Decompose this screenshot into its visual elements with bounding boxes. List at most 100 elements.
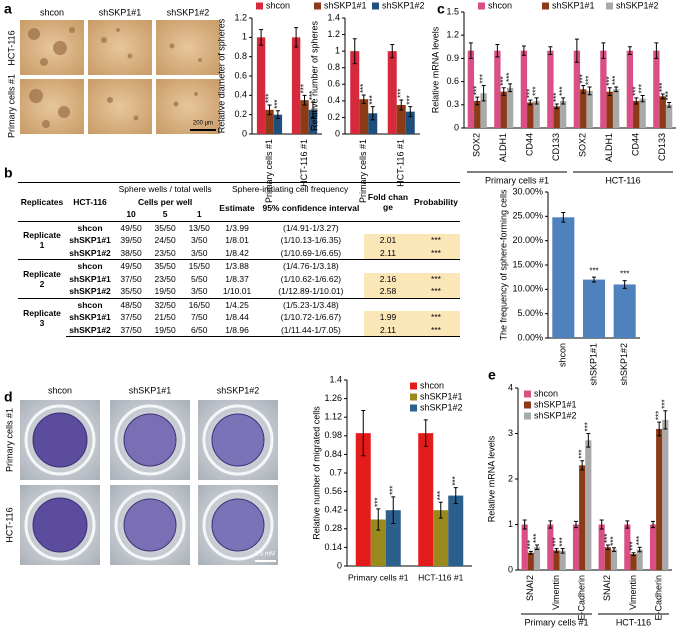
x-tick-label: Vimentin: [628, 575, 638, 610]
error-bar: [495, 43, 500, 58]
significance: ***: [552, 537, 561, 546]
error-bar: [560, 548, 565, 554]
header-cell: Cells per well: [137, 196, 193, 207]
y-tick-label: 25.00%: [512, 211, 543, 221]
table-cell: 48/50: [114, 297, 149, 311]
table-cell: 1/3.99: [216, 220, 258, 234]
header-cell: 10: [114, 208, 149, 222]
error-bar: [592, 276, 596, 283]
table-cell: 37/50: [120, 312, 142, 323]
bar: [308, 109, 318, 134]
x-tick-label: CD44: [631, 133, 641, 156]
y-tick-label: 0.98: [324, 430, 342, 440]
header-cell: HCT-116: [66, 182, 115, 221]
y-axis-label: Relative number of migrated cells: [311, 406, 321, 540]
significance: ***: [368, 95, 377, 104]
table-cell: 5/50: [190, 273, 208, 284]
bar: [418, 433, 434, 566]
error-bar: [574, 520, 579, 529]
x-tick-label: shSKP1#1: [588, 343, 598, 386]
bar: [533, 547, 541, 570]
table-cell: 39/50: [120, 235, 142, 246]
error-bar: [554, 548, 559, 553]
table-cell: 3/50: [190, 247, 208, 258]
error-bar: [631, 552, 636, 556]
table-cell: 1/8.44: [225, 312, 249, 323]
error-bar: [611, 547, 616, 552]
group-cell: shcon: [66, 297, 115, 311]
table-cell: (1/12.89-1/10.01): [278, 286, 344, 297]
bar: [639, 98, 646, 128]
significance: ***: [631, 86, 640, 95]
bar: [579, 465, 586, 570]
significance: ***: [609, 536, 618, 545]
y-axis-label: The frequency of sphere-forming cells: [498, 189, 508, 341]
panel-label: d: [4, 389, 13, 405]
bar: [586, 90, 593, 128]
header-cell: 1: [182, 208, 217, 222]
column-label: shcon: [40, 7, 64, 17]
empty-cell: [364, 297, 412, 311]
y-tick-label: 0: [337, 560, 342, 570]
bar: [494, 50, 501, 128]
bar: [633, 100, 640, 128]
table-cell: 1/10.01: [222, 286, 252, 297]
empty-cell: [364, 259, 412, 273]
error-bar: [481, 84, 486, 102]
x-tick-label: HCT-116 #1: [396, 139, 406, 187]
error-bar: [259, 29, 264, 46]
table-row: Replicate 1 shcon 49/50 35/50 13/50 1/3.99 (1/…: [18, 220, 460, 260]
significance: ***: [526, 540, 535, 549]
group-cell: shSKP1#1: [69, 312, 111, 323]
y-tick-label: 0.14: [324, 542, 342, 552]
error-bar: [361, 94, 366, 104]
y-tick-label: 0.4: [327, 95, 340, 105]
bar: [396, 105, 406, 134]
bar: [559, 100, 567, 128]
column-label: shSKP1#1: [129, 385, 172, 395]
error-bar: [438, 501, 443, 519]
y-tick-label: 0: [335, 128, 340, 138]
error-bar: [522, 519, 527, 530]
empty-cell: [412, 259, 460, 273]
legend-label: shSKP1#1: [420, 391, 463, 401]
significance: ***: [605, 76, 614, 85]
significance: ***: [373, 498, 382, 507]
y-tick-label: 15.00%: [512, 259, 543, 269]
bar: [506, 87, 514, 128]
significance: ***: [589, 266, 598, 275]
table-row: shSKP1#2 35/50 19/50 3/50 1/10.01 (1/12.89-1/…: [18, 285, 460, 298]
table-cell: (1/11.44-1/7.05): [257, 323, 364, 337]
bar: [547, 524, 554, 570]
y-tick-label: 0.6: [446, 76, 459, 86]
bar: [467, 50, 475, 128]
y-tick-label: 1.4: [327, 12, 340, 22]
significance: ***: [499, 76, 508, 85]
table: Replicates HCT-116 Sphere wells / total …: [18, 182, 460, 337]
y-tick-label: 4: [508, 382, 513, 392]
table-cell: (1/4.76-1/3.18): [257, 259, 364, 273]
error-bar: [614, 86, 619, 93]
significance: ***: [505, 73, 514, 82]
legend-label: shcon: [534, 388, 558, 398]
y-tick-label: 0.2: [234, 109, 247, 119]
significance: ***: [577, 449, 586, 458]
significance: ***: [472, 86, 481, 95]
error-bar: [501, 87, 506, 97]
table-row: shSKP1#1 37/50 21/50 7/50 1/8.44 (1/10.72-1/6…: [18, 311, 460, 324]
x-tick-label: SOX2: [578, 133, 588, 157]
bar: [433, 510, 449, 566]
legend-swatch: [372, 2, 379, 10]
significance: ***: [629, 541, 638, 550]
y-tick-label: 0.28: [324, 523, 342, 533]
x-tick-label: ALDH1: [498, 133, 508, 162]
header-cell: Probability: [412, 182, 460, 221]
y-tick-label: 1.2: [446, 30, 459, 40]
error-bar: [390, 44, 395, 59]
x-tick-label: SNAI2: [525, 575, 535, 601]
table-cell: 13/50: [182, 220, 217, 234]
error-bar: [528, 99, 533, 106]
error-bar: [475, 96, 480, 106]
bar: [624, 524, 631, 570]
